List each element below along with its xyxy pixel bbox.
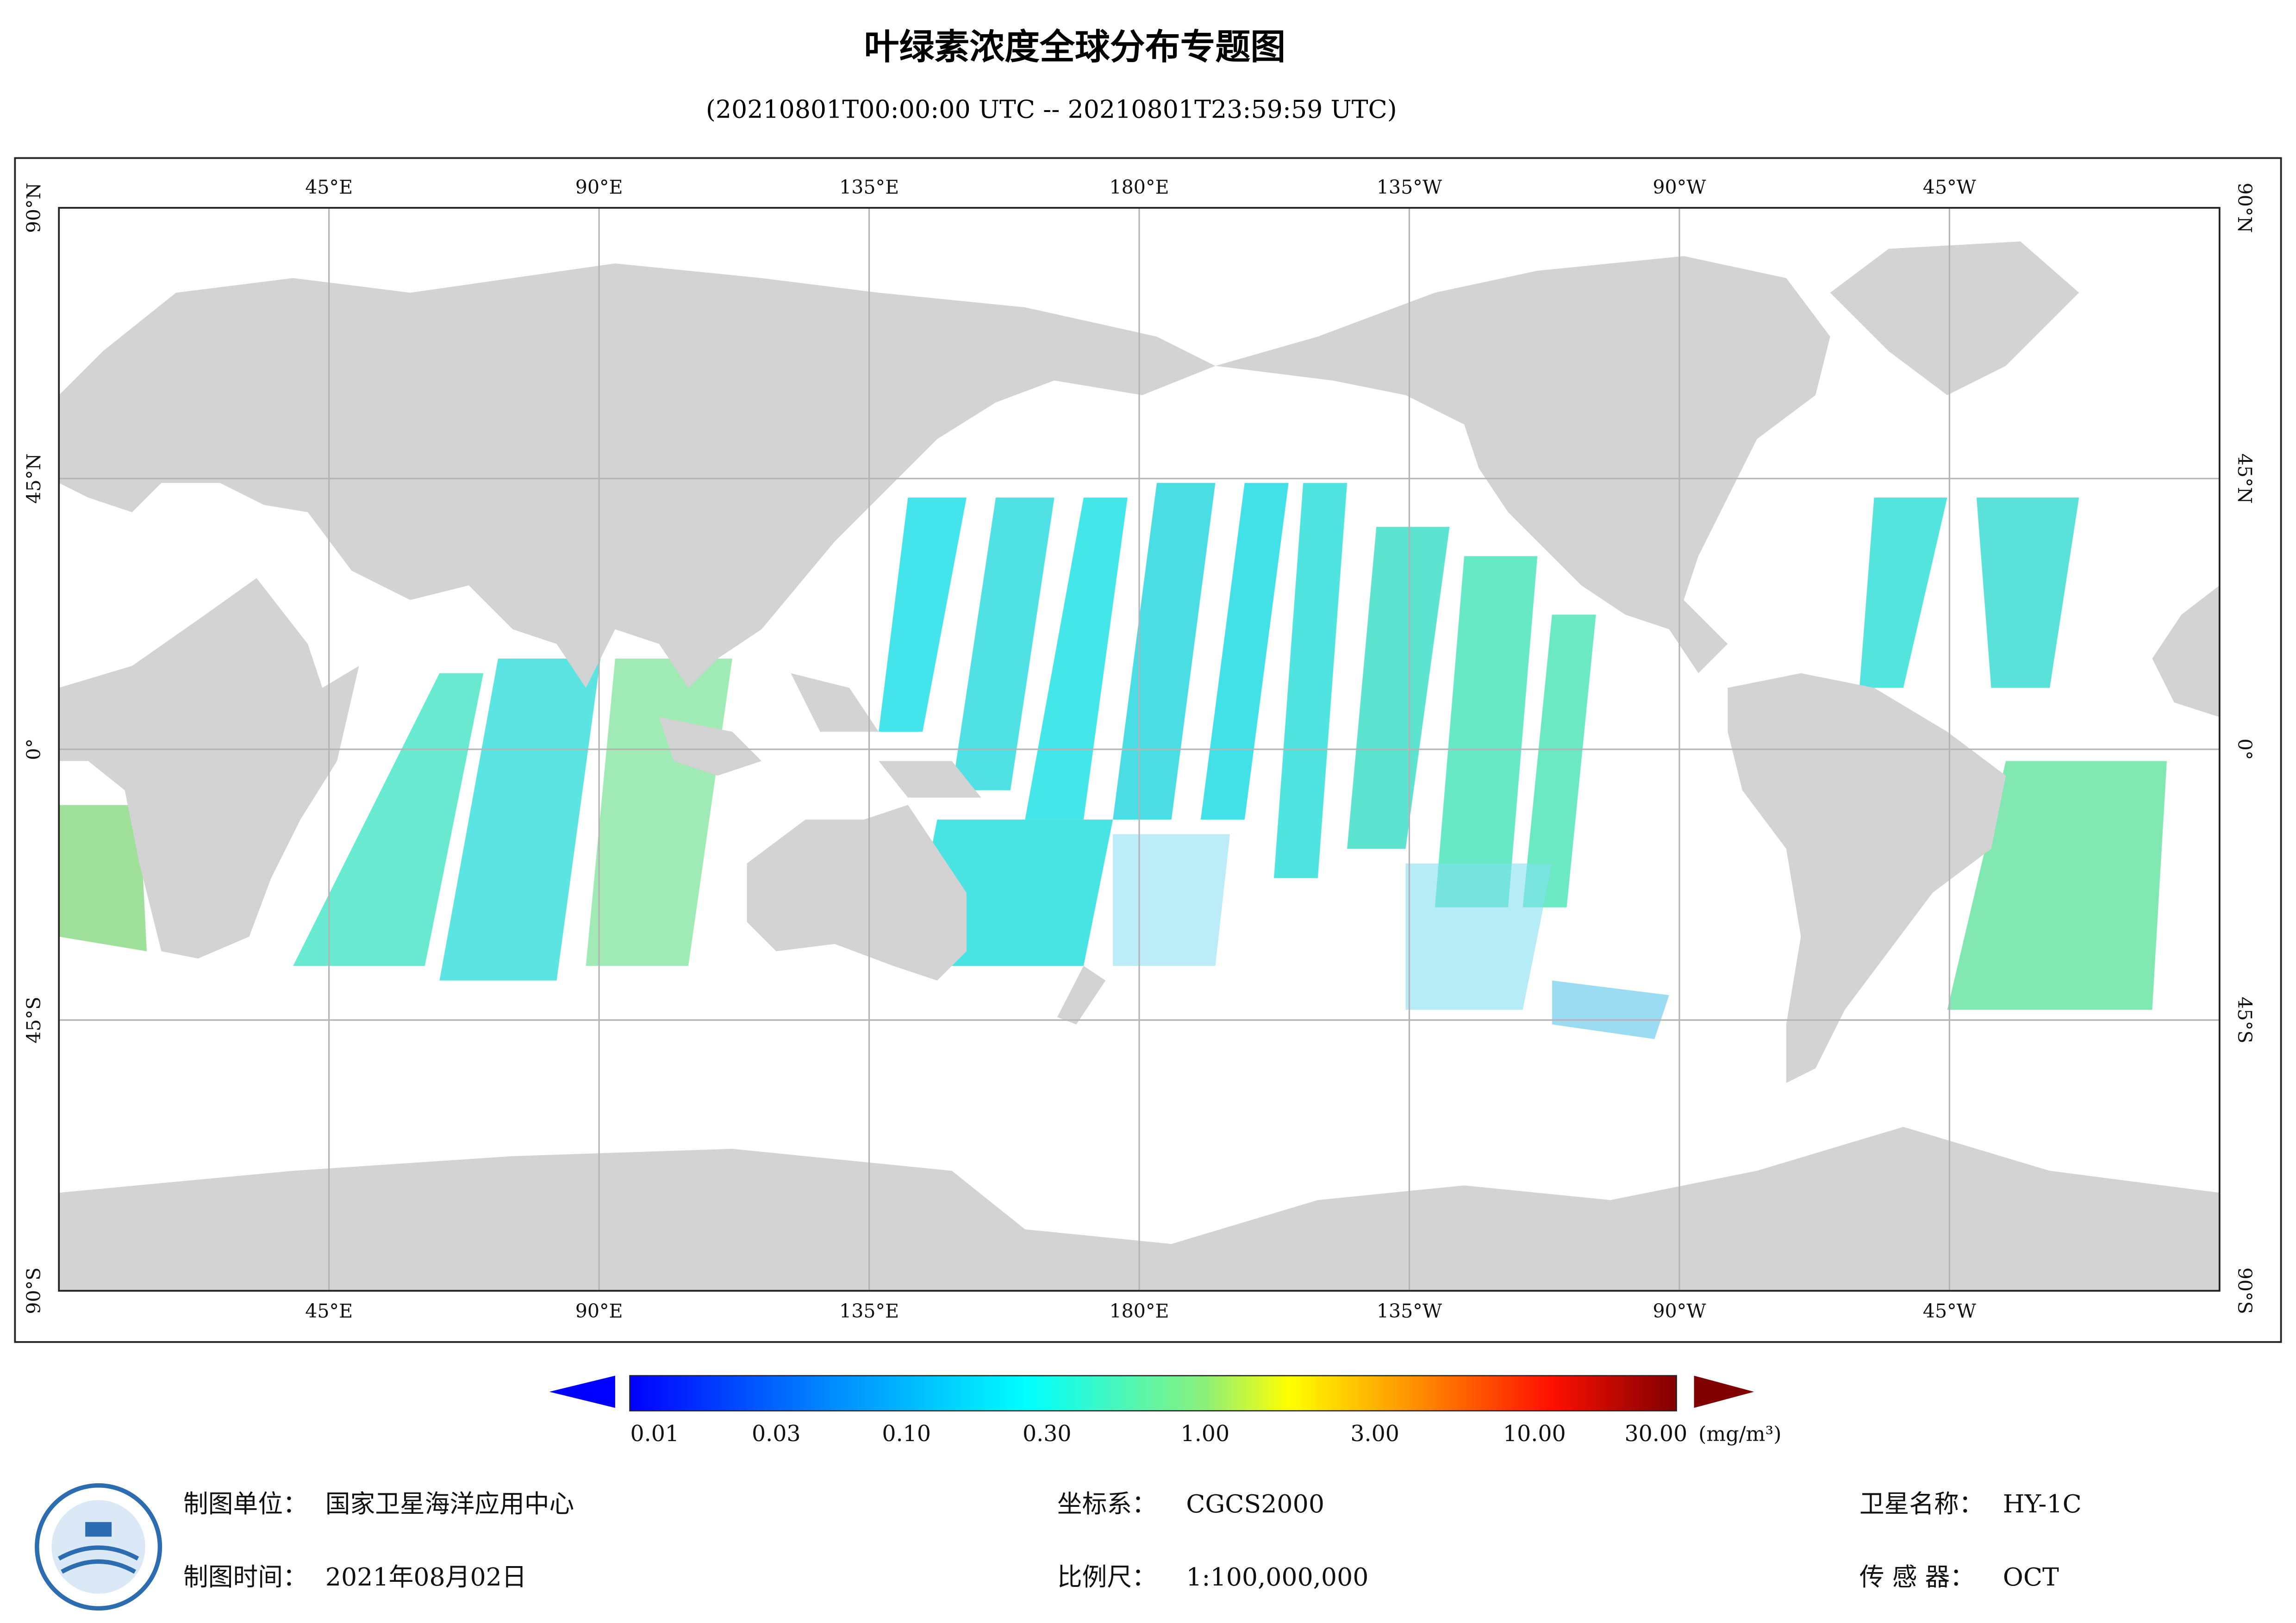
lon-label: 90°W (1653, 1300, 1706, 1322)
lon-label: 135°E (839, 1300, 899, 1322)
colorbar-unit: (mg/m³) (1698, 1423, 1781, 1446)
eurasia (59, 263, 1216, 688)
swath (1347, 527, 1450, 849)
lon-label: 45°E (305, 1300, 353, 1322)
lon-label: 45°W (1923, 176, 1977, 198)
lon-label: 180°E (1110, 1300, 1169, 1322)
lat-label: 90°S (23, 1268, 45, 1314)
swath (1113, 483, 1216, 820)
footer-value: CGCS2000 (1186, 1489, 1324, 1518)
new-zealand (1057, 966, 1106, 1025)
title: 叶绿素浓度全球分布专题图 (864, 26, 1286, 68)
lat-label: 90°N (23, 183, 45, 233)
colorbar-label: 0.03 (752, 1421, 801, 1447)
lat-label: 45°N (2234, 454, 2256, 504)
lon-label: 135°W (1377, 176, 1442, 198)
lon-label: 135°W (1377, 1300, 1442, 1322)
colorbar-label: 0.10 (882, 1421, 931, 1447)
footer-label: 传 感 器： (1859, 1562, 1975, 1592)
chlorophyll-swaths (59, 483, 2167, 1039)
swath (1200, 483, 1289, 820)
footer-value: 1:100,000,000 (1186, 1562, 1368, 1592)
map-border (58, 207, 2221, 1292)
map: 45°E 45°E 90°E 90°E 135°E 135°E 180°E 180°E 135°… (23, 176, 2256, 1322)
lat-label: 45°N (23, 454, 45, 504)
swath (293, 673, 484, 966)
swath (1522, 615, 1596, 908)
colorbar-label: 10.00 (1503, 1421, 1566, 1447)
swath (1435, 556, 1538, 908)
colorbar-ramp (629, 1375, 1677, 1412)
lon-label: 45°E (305, 176, 353, 198)
swath (952, 497, 1054, 790)
colorbar-low-arrow (549, 1375, 615, 1408)
footer-label: 制图时间： (183, 1562, 308, 1592)
footer-label: 卫星名称： (1859, 1489, 1984, 1518)
lon-label: 180°E (1110, 176, 1169, 198)
swath (59, 805, 147, 951)
colorbar: 0.01 0.03 0.10 0.30 1.00 3.00 10.00 30.00 (mg/m… (549, 1375, 1782, 1447)
footer-label: 比例尺： (1057, 1562, 1157, 1592)
lon-label: 90°W (1653, 176, 1706, 198)
southeast-asia (659, 673, 981, 798)
footer-value: OCT (2003, 1562, 2059, 1592)
subtitle: (20210801T00:00:00 UTC -- 20210801T23:59… (706, 94, 1397, 124)
footer-label: 制图单位： (183, 1489, 308, 1518)
lon-label: 135°E (839, 176, 899, 198)
lat-label: 90°S (2234, 1268, 2256, 1314)
swath (439, 659, 601, 981)
swath (1113, 834, 1230, 966)
lat-label: 90°N (2234, 183, 2256, 233)
lat-label: 0° (23, 739, 45, 760)
swath (1552, 980, 1669, 1039)
swath (1859, 497, 1947, 688)
colorbar-label: 0.30 (1023, 1421, 1072, 1447)
graticule: 45°E 45°E 90°E 90°E 135°E 135°E 180°E 180°E 135°… (23, 176, 2256, 1322)
swath (1947, 761, 2167, 1010)
swath (1405, 863, 1552, 1010)
map-frame (14, 157, 2282, 1343)
australia (747, 805, 967, 981)
footer-value: HY-1C (2003, 1489, 2082, 1518)
swath (1025, 497, 1128, 820)
footer-label: 坐标系： (1057, 1489, 1157, 1518)
colorbar-label: 1.00 (1181, 1421, 1230, 1447)
lat-label: 0° (2234, 739, 2256, 760)
footer-value: 2021年08月02日 (325, 1562, 527, 1592)
logo (35, 1483, 162, 1611)
lat-label: 45°S (2234, 997, 2256, 1044)
north-america (1215, 256, 1830, 673)
swath (1273, 483, 1348, 878)
colorbar-label: 0.01 (630, 1421, 680, 1447)
africa (59, 578, 359, 959)
lon-label: 45°W (1923, 1300, 1977, 1322)
greenland (1830, 241, 2079, 395)
colorbar-label: 3.00 (1350, 1421, 1399, 1447)
swath (1976, 497, 2079, 688)
colorbar-label: 30.00 (1624, 1421, 1687, 1447)
lat-label: 45°S (23, 997, 45, 1044)
west-africa (2152, 585, 2220, 717)
colorbar-high-arrow (1694, 1375, 1754, 1408)
footer-value: 国家卫星海洋应用中心 (325, 1489, 574, 1518)
lon-label: 90°E (575, 176, 623, 198)
lon-label: 90°E (575, 1300, 623, 1322)
south-america (1728, 673, 2006, 1083)
